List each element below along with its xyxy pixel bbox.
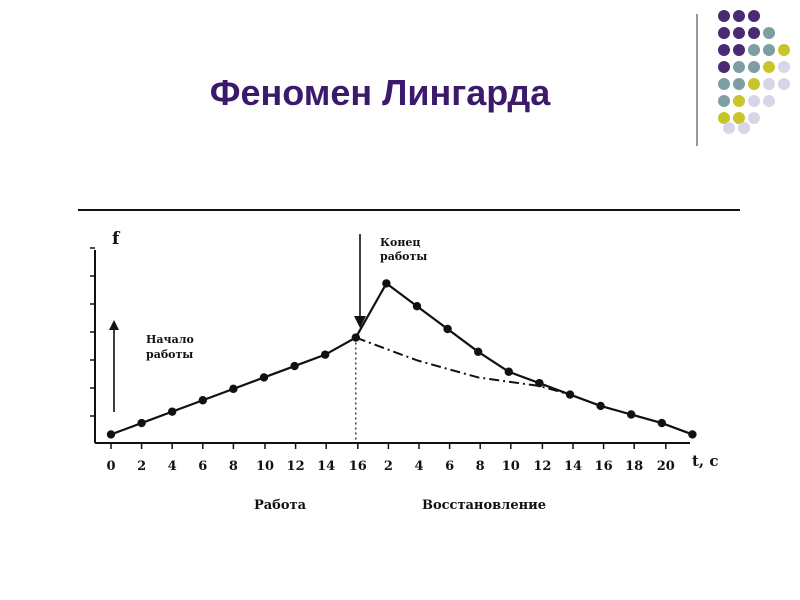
end-arrow-head [354,316,366,328]
x-tick-label: 6 [445,459,454,474]
x-tick-label: 0 [106,459,115,474]
x-tick-label: 2 [384,459,393,474]
dot [778,78,790,90]
dot [748,61,760,73]
data-point [168,407,177,416]
dot [718,112,730,124]
x-tick-label: 8 [476,459,485,474]
dot [748,44,760,56]
dot [733,112,745,124]
dot [723,122,735,134]
dot [763,61,775,73]
series-recovery-baseline [355,336,571,396]
data-point [657,418,666,428]
data-point [565,390,575,399]
dot [748,78,760,90]
x-tick-label: 14 [564,459,582,474]
data-point [596,401,605,411]
dot [733,78,745,90]
data-point [229,384,238,394]
start-annotation: Начало работы [146,333,198,361]
dot [733,27,745,39]
dot [718,95,730,107]
x-tick-label: 12 [533,459,551,474]
x-axis-label: t, c [692,452,719,470]
data-point [259,373,269,382]
series-line [110,281,693,436]
dot [778,61,790,73]
dot [763,44,775,56]
dot [738,122,750,134]
x-tick-label: 14 [317,459,335,474]
end-annotation: Конец работы [380,236,427,263]
start-arrow-head [109,320,119,330]
segment-label-work: Работа [254,498,307,513]
x-tick-label: 4 [414,459,423,474]
dot [733,44,745,56]
dot [763,78,775,90]
data-point [198,396,207,405]
x-axis-ticks: 0 2 4 6 8 10 12 14 16 2 4 6 8 10 12 14 16 18 20 [106,443,675,474]
dot [748,95,760,107]
segment-label-recovery: Восстановление [422,498,546,513]
data-point [137,418,146,428]
x-tick-label: 4 [168,459,177,474]
series-layer [106,279,697,439]
data-point [106,430,116,439]
y-axis-ticks [90,247,95,417]
data-point [290,361,299,371]
data-point [321,350,330,359]
dot [748,27,760,39]
dot [763,27,775,39]
x-tick-label: 2 [137,459,146,474]
x-tick-label: 6 [198,459,207,474]
y-axis-label: f [112,229,121,249]
dot [733,61,745,73]
dot [718,27,730,39]
x-tick-label: 8 [229,459,238,474]
x-tick-label: 10 [256,459,274,474]
data-point [382,279,391,288]
dot [778,44,790,56]
data-point [535,378,544,388]
decorative-dot-grid [718,10,790,134]
slide-title: Феномен Лингарда [209,72,551,113]
x-tick-label: 16 [595,459,613,474]
dot [718,44,730,56]
data-point [412,302,422,311]
x-tick-label: 20 [657,459,675,474]
data-point [504,367,513,376]
decorative-divider [696,14,698,146]
data-point [688,430,697,439]
dot [733,10,745,22]
x-tick-label: 10 [502,459,520,474]
x-tick-label: 18 [625,459,643,474]
x-tick-label: 16 [349,459,367,474]
dot [763,95,775,107]
dot [748,10,760,22]
dot [718,61,730,73]
data-point [474,347,483,356]
dot [733,95,745,107]
data-point [443,324,452,334]
x-tick-label: 12 [287,459,305,474]
dot [748,112,760,124]
dot [718,10,730,22]
dot [718,78,730,90]
data-point [627,410,636,419]
